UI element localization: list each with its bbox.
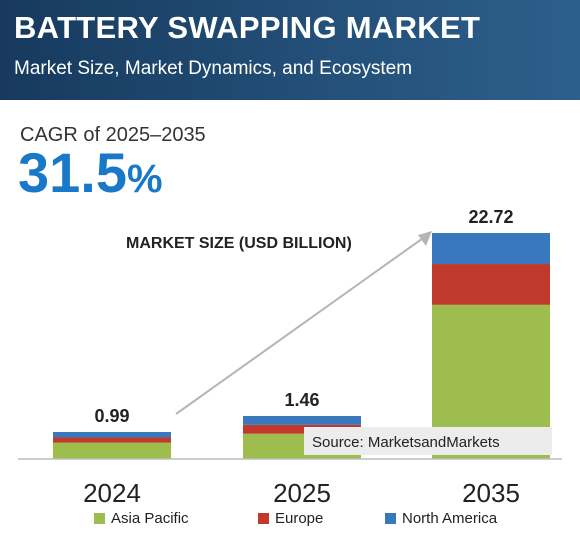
legend-swatch (258, 513, 269, 524)
bar-2035-north-america (432, 233, 550, 265)
bar-2024-europe (53, 437, 171, 443)
growth-arrow-head (418, 231, 432, 246)
source-text: Source: MarketsandMarkets (312, 434, 500, 451)
cagr-value: 31.5% (18, 140, 163, 205)
legend-item-europe: Europe (258, 510, 323, 527)
cagr-unit: % (127, 157, 163, 201)
legend-label: Asia Pacific (111, 510, 189, 527)
cagr-number: 31.5 (18, 141, 127, 204)
page-subtitle: Market Size, Market Dynamics, and Ecosys… (14, 58, 413, 79)
bar-2024-north-america (53, 432, 171, 438)
growth-arrow-line (175, 235, 427, 415)
x-tick-label-2035: 2035 (462, 478, 520, 508)
bar-2025-europe (243, 424, 361, 434)
legend-swatch (94, 513, 105, 524)
header-banner: BATTERY SWAPPING MARKET Market Size, Mar… (0, 0, 580, 100)
bar-2024-asia-pacific (53, 442, 171, 459)
bar-2025-north-america (243, 416, 361, 425)
y-axis-label: MARKET SIZE (USD BILLION) (126, 235, 352, 252)
bar-2035-europe (432, 264, 550, 305)
page-title: BATTERY SWAPPING MARKET (14, 10, 481, 45)
cagr-label: CAGR of 2025–2035 (20, 124, 206, 146)
data-label-2025: 1.46 (284, 390, 319, 410)
chart-legend: Asia Pacific Europe North America (0, 510, 580, 532)
source-box (304, 427, 552, 455)
legend-swatch (385, 513, 396, 524)
x-tick-label-2025: 2025 (273, 478, 331, 508)
legend-item-asia-pacific: Asia Pacific (94, 510, 189, 527)
legend-label: North America (402, 510, 498, 527)
legend-label: Europe (275, 510, 324, 527)
data-label-2024: 0.99 (94, 406, 129, 426)
x-tick-label-2024: 2024 (83, 478, 141, 508)
legend-item-north-america: North America (385, 510, 497, 527)
data-label-2035: 22.72 (468, 207, 513, 227)
